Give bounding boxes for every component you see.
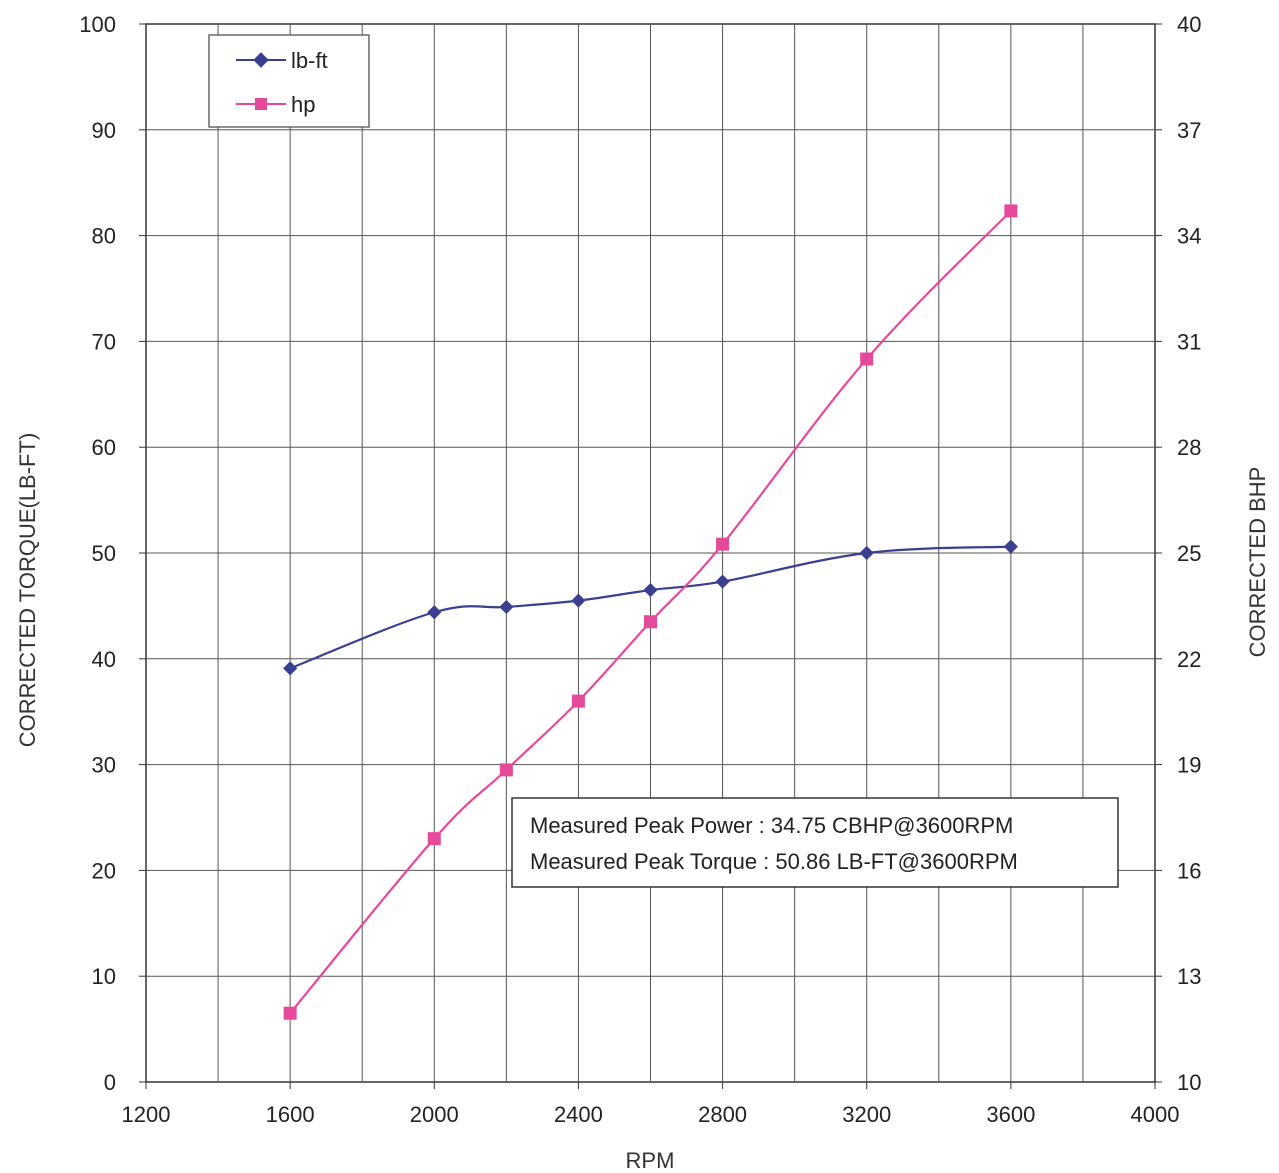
y-axis-right-title: CORRECTED BHP <box>1245 467 1270 658</box>
data-point-hp <box>427 832 441 846</box>
y2-tick-label: 19 <box>1177 753 1201 778</box>
x-tick-label: 1600 <box>266 1102 315 1127</box>
y-tick-label: 50 <box>92 541 116 566</box>
x-tick-label: 1200 <box>122 1102 171 1127</box>
data-point-lb-ft <box>499 599 514 615</box>
annotation-peak-power: Measured Peak Power : 34.75 CBHP@3600RPM <box>530 813 1013 838</box>
data-point-hp <box>644 615 657 629</box>
annotation-peak-torque: Measured Peak Torque : 50.86 LB-FT@3600R… <box>530 849 1018 874</box>
x-axis-title: RPM <box>626 1148 675 1173</box>
x-axis-ticks: 1200 1600 2000 2400 2800 3200 3600 4000 <box>122 1082 1180 1127</box>
data-point-hp <box>571 694 585 708</box>
x-tick-label: 3600 <box>986 1102 1035 1127</box>
data-point-hp <box>1004 204 1018 218</box>
y-tick-label: 80 <box>92 224 116 249</box>
y2-tick-label: 40 <box>1177 12 1201 37</box>
y2-tick-label: 16 <box>1177 858 1201 883</box>
y2-tick-label: 31 <box>1177 329 1201 354</box>
x-tick-label: 2000 <box>410 1102 459 1127</box>
y-axis-left-title: CORRECTED TORQUE(LB-FT) <box>15 433 40 748</box>
y-tick-label: 0 <box>104 1070 116 1095</box>
data-point-hp <box>860 352 874 366</box>
data-point-lb-ft <box>427 605 442 620</box>
data-point-lb-ft <box>1003 539 1018 554</box>
y-tick-label: 100 <box>79 12 116 37</box>
legend: lb-ft hp <box>208 34 370 128</box>
y2-tick-label: 34 <box>1177 224 1201 249</box>
y2-tick-label: 22 <box>1177 647 1201 672</box>
series-layer <box>283 204 1018 1020</box>
y2-tick-label: 37 <box>1177 118 1201 143</box>
data-point-lb-ft <box>643 582 658 598</box>
legend-marker-square <box>255 98 267 110</box>
y2-tick-label: 13 <box>1177 964 1201 989</box>
y-tick-label: 30 <box>92 753 116 778</box>
y-axis-left-ticks: 0 10 20 30 40 50 60 70 80 90 100 <box>79 12 146 1095</box>
data-point-hp <box>716 537 730 551</box>
legend-box <box>208 34 370 128</box>
y2-tick-label: 25 <box>1177 541 1201 566</box>
y-tick-label: 60 <box>92 435 116 460</box>
data-point-hp <box>499 763 513 777</box>
data-point-lb-ft <box>283 661 298 676</box>
legend-label-hp: hp <box>291 92 315 117</box>
y2-tick-label: 28 <box>1177 435 1201 460</box>
data-point-lb-ft <box>859 545 874 561</box>
y-tick-label: 70 <box>92 329 116 354</box>
x-tick-label: 3200 <box>842 1102 891 1127</box>
x-tick-label: 4000 <box>1131 1102 1180 1127</box>
legend-label-lb-ft: lb-ft <box>291 48 328 73</box>
x-tick-label: 2800 <box>698 1102 747 1127</box>
y-axis-right-ticks: 10 13 16 19 22 25 28 31 34 37 40 <box>1155 12 1201 1095</box>
y-tick-label: 90 <box>92 118 116 143</box>
annotation-frame <box>511 797 1119 888</box>
data-point-lb-ft <box>571 593 586 608</box>
y-tick-label: 20 <box>92 858 116 883</box>
x-tick-label: 2400 <box>554 1102 603 1127</box>
data-point-lb-ft <box>715 574 730 589</box>
data-point-hp <box>283 1006 297 1020</box>
y2-tick-label: 10 <box>1177 1070 1201 1095</box>
y-tick-label: 10 <box>92 964 116 989</box>
annotation-box: Measured Peak Power : 34.75 CBHP@3600RPM… <box>511 797 1119 888</box>
y-tick-label: 40 <box>92 647 116 672</box>
